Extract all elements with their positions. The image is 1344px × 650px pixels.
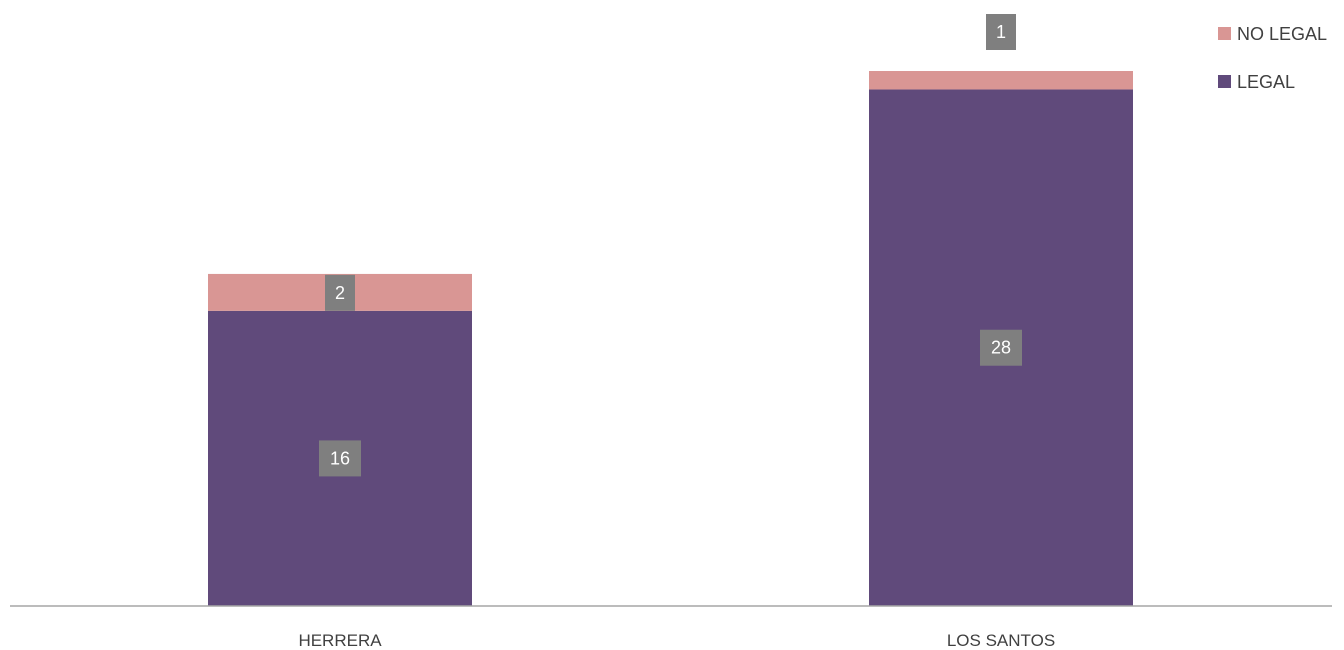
data-label-value: 16 (330, 448, 350, 468)
data-label-herrera-no-legal: 2 (325, 274, 355, 311)
bars-group (208, 71, 1133, 607)
category-label-herrera: HERRERA (298, 631, 382, 650)
data-label-value: 28 (991, 338, 1011, 358)
category-label-los-santos: LOS SANTOS (947, 631, 1055, 650)
legend-swatch (1218, 75, 1231, 88)
legend-item-no-legal: NO LEGAL (1218, 24, 1327, 44)
data-label-box (986, 14, 1016, 50)
legend-label: NO LEGAL (1237, 24, 1327, 44)
data-label-los-santos-legal: 28 (980, 329, 1022, 366)
legend-label: LEGAL (1237, 72, 1295, 92)
data-label-box (325, 274, 355, 311)
category-labels-group: HERRERA LOS SANTOS (298, 631, 1055, 650)
data-label-box (319, 440, 361, 477)
data-labels-group: 16 2 28 1 (319, 14, 1022, 477)
bar-los-santos-no-legal (869, 71, 1133, 90)
legend-item-legal: LEGAL (1218, 72, 1295, 92)
legend-swatch (1218, 27, 1231, 40)
data-label-herrera-legal: 16 (319, 440, 361, 477)
data-label-box (980, 329, 1022, 366)
data-label-los-santos-no-legal: 1 (986, 14, 1016, 50)
data-label-value: 2 (335, 283, 345, 303)
legend: NO LEGAL LEGAL (1218, 24, 1327, 92)
data-label-value: 1 (996, 22, 1006, 42)
